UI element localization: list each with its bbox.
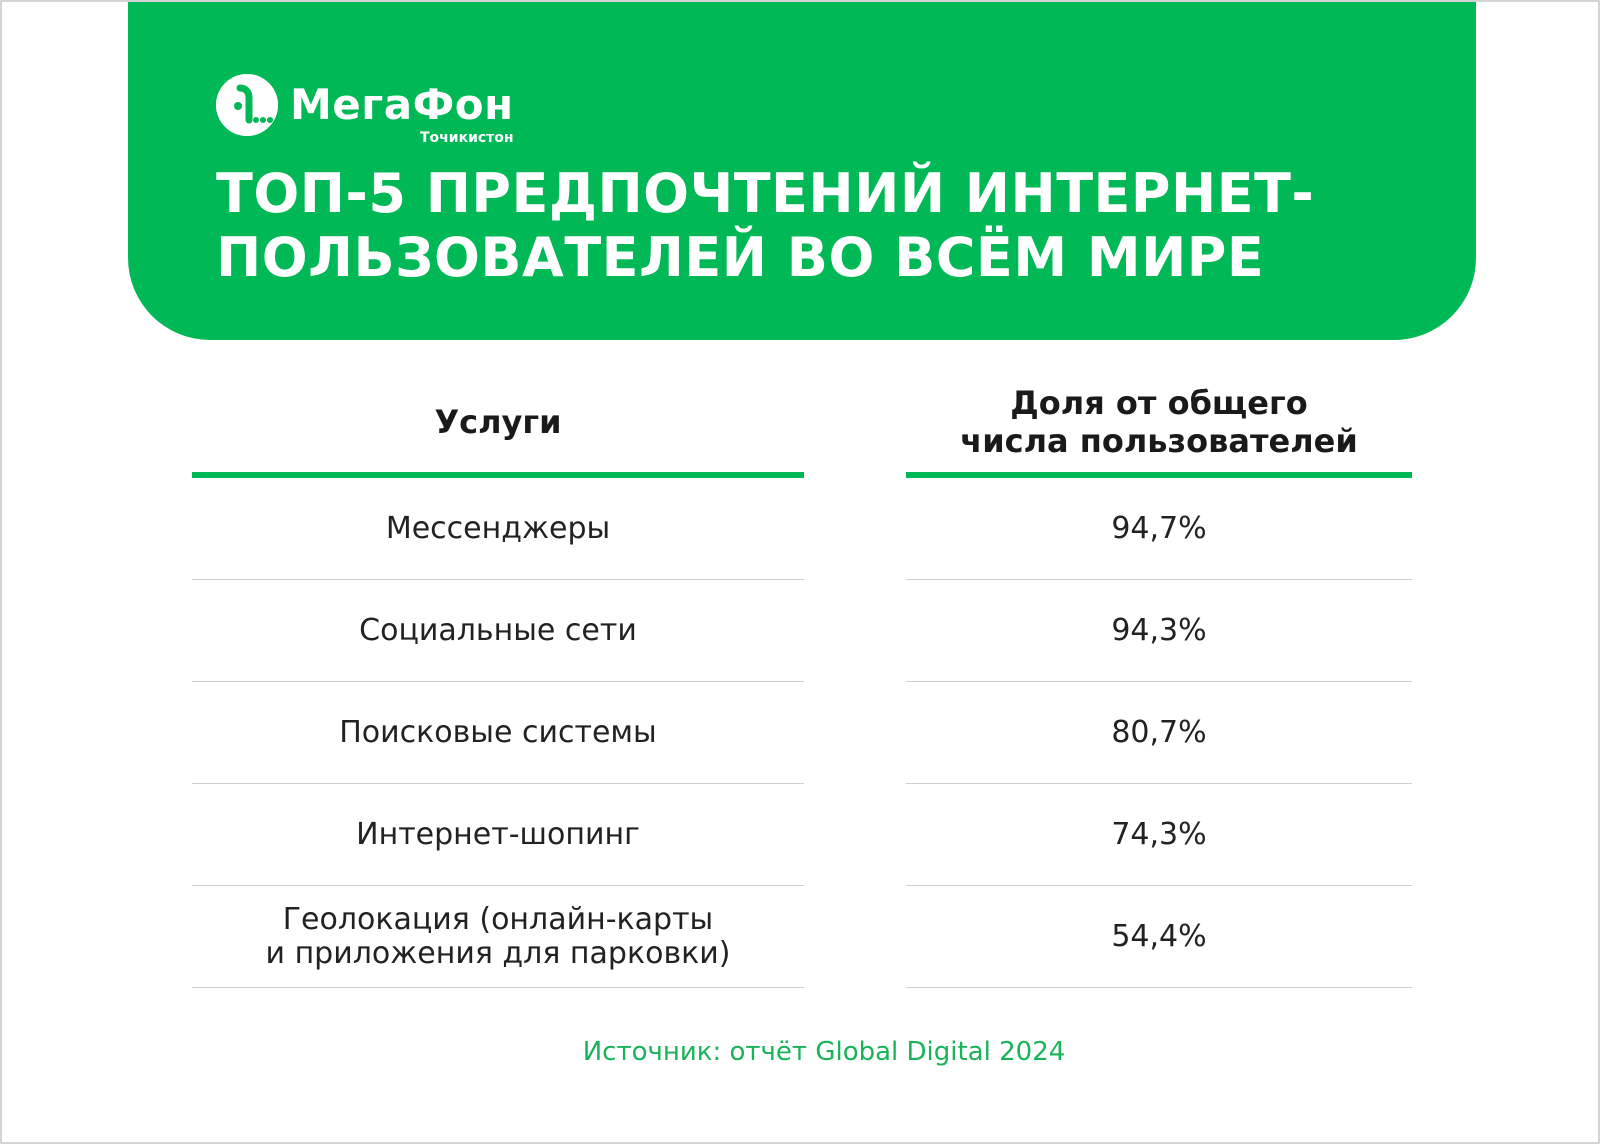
source-note: Источник: отчёт Global Digital 2024 [582,1037,1066,1067]
share-value: 94,7% [1111,510,1207,546]
title-line-2: ПОЛЬЗОВАТЕЛЕЙ ВО ВСЁМ МИРЕ [216,226,1265,289]
table-row-service: Поисковые системы [192,682,804,784]
services-column: Услуги Мессенджеры Социальные сети Поиск… [192,372,804,988]
share-column: Доля от общего числа пользователей 94,7%… [906,372,1412,988]
service-label: Интернет-шопинг [356,816,640,852]
page-title: ТОП-5 ПРЕДПОЧТЕНИЙ ИНТЕРНЕТ- ПОЛЬЗОВАТЕЛ… [216,162,1416,290]
share-header-line-2: числа пользователей [960,422,1358,460]
table-row-service: Мессенджеры [192,478,804,580]
service-label-line-1: Геолокация (онлайн-карты [282,901,714,937]
share-header-line-1: Доля от общего [1010,384,1308,422]
table-row-share: 54,4% [906,886,1412,988]
table-row-service: Социальные сети [192,580,804,682]
brand-logo: МегаФон Точикистон [216,74,514,146]
share-value: 54,4% [1111,918,1207,954]
table-row-share: 94,3% [906,580,1412,682]
brand-name: МегаФон [290,80,514,129]
share-value: 94,3% [1111,612,1207,648]
header-banner: МегаФон Точикистон ТОП-5 ПРЕДПОЧТЕНИЙ ИН… [128,2,1476,340]
services-header: Услуги [192,372,804,478]
title-line-1: ТОП-5 ПРЕДПОЧТЕНИЙ ИНТЕРНЕТ- [216,162,1315,225]
brand-region: Точикистон [419,130,514,146]
table-row-share: 74,3% [906,784,1412,886]
service-label: Социальные сети [359,612,637,648]
megafon-logo-icon [216,74,278,136]
share-value: 74,3% [1111,816,1207,852]
table-row-share: 94,7% [906,478,1412,580]
service-label: Мессенджеры [385,510,611,546]
table-row-share: 80,7% [906,682,1412,784]
service-label: Поисковые системы [339,714,657,750]
table-row-service: Интернет-шопинг [192,784,804,886]
service-label-line-2: и приложения для парковки) [265,935,731,971]
share-value: 80,7% [1111,714,1207,750]
table-row-service: Геолокация (онлайн-карты и приложения дл… [192,886,804,988]
share-header: Доля от общего числа пользователей [906,372,1412,478]
